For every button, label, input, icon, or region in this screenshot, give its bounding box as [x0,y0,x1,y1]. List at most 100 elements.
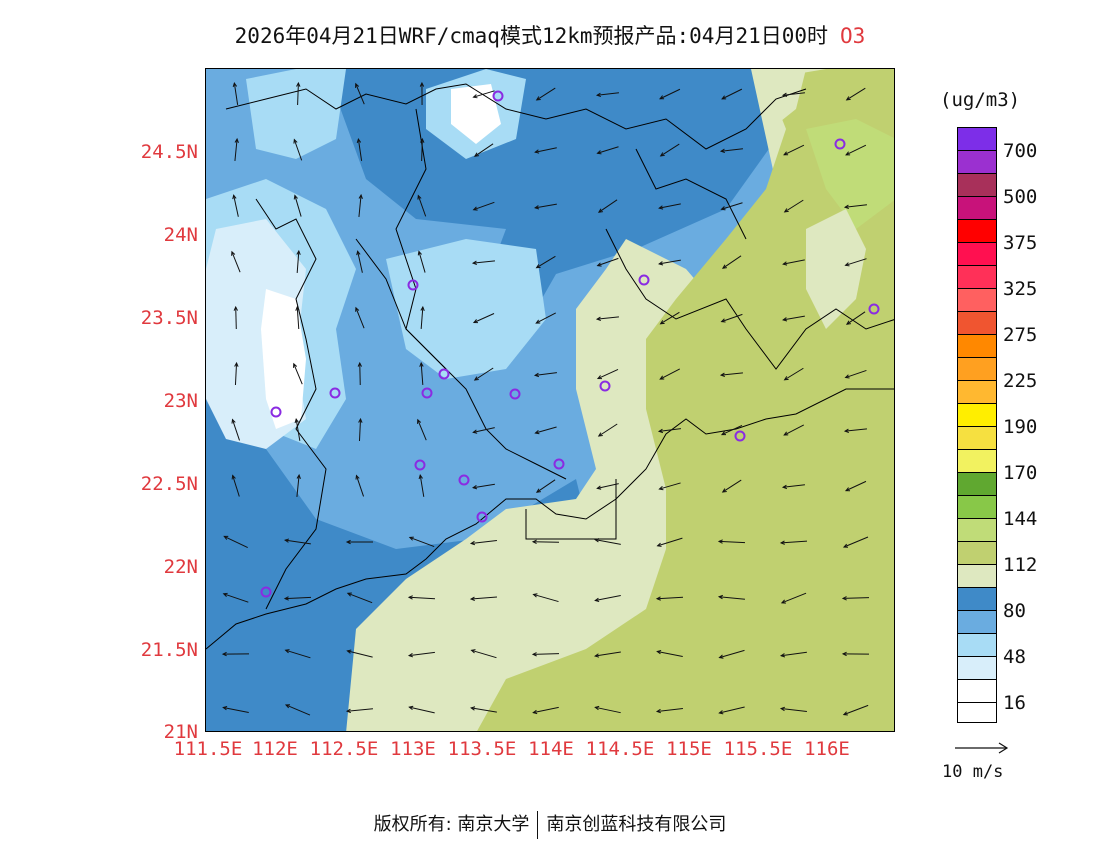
boundary-east-2 [635,148,747,240]
pollutant-label: O3 [840,24,866,48]
monitoring-station-marker[interactable] [553,458,565,470]
wind-arrow [296,249,301,274]
lon-tick-label: 113.5E [447,738,517,760]
monitoring-station-marker[interactable] [476,511,488,523]
wind-arrow [719,148,743,154]
copyright-footer: 版权所有: 南京大学 南京创蓝科技有限公司 [0,810,1100,839]
monitoring-station-marker[interactable] [260,586,272,598]
reference-wind-arrow-icon [955,742,1009,754]
monitoring-station-marker[interactable] [638,274,650,286]
wind-arrow [472,201,495,211]
field-bright-green [806,119,894,229]
wind-arrow [356,250,363,273]
field-light-blue-center [386,239,546,379]
legend-label: 80 [1003,600,1026,622]
wind-arrow [234,361,239,386]
legend-color-swatch [958,243,996,266]
wind-arrow [417,418,427,441]
monitoring-station-marker[interactable] [438,368,450,380]
wind-arrow [355,82,365,105]
monitoring-station-marker[interactable] [599,380,611,392]
wind-arrow [294,418,301,441]
wind-arrow [420,305,425,330]
legend-color-swatch [958,220,996,243]
wind-arrow [472,313,495,324]
wind-arrow [232,194,239,217]
wind-arrow [231,418,240,441]
monitoring-station-marker[interactable] [407,279,419,291]
wind-arrow [534,203,557,210]
wind-arrow [532,593,559,603]
monitoring-station-marker[interactable] [509,388,521,400]
monitoring-station-marker[interactable] [329,387,341,399]
wind-arrow [346,649,373,658]
monitoring-station-marker[interactable] [492,90,504,102]
wind-arrow [596,368,619,380]
lon-tick-label: 112.5E [309,738,379,760]
wind-arrow [293,138,303,161]
wind-arrow [231,474,240,497]
wind-arrow [721,479,742,493]
wind-arrow [408,536,435,548]
legend-color-swatch [958,680,996,703]
lat-tick-label: 24.5N [140,141,198,163]
copyright-left: 版权所有: 南京大学 [373,814,530,835]
wind-arrow [779,651,807,658]
monitoring-station-marker[interactable] [868,303,880,315]
legend-color-swatch [958,151,996,174]
legend-color-swatch [958,473,996,496]
wind-arrow [659,88,681,100]
monitoring-station-marker[interactable] [421,387,433,399]
legend-color-swatch [958,197,996,220]
legend-label: 16 [1003,692,1026,714]
wind-arrow [293,194,302,217]
legend-color-swatch [958,335,996,358]
wind-arrow [222,592,249,603]
monitoring-station-marker[interactable] [834,138,846,150]
legend-color-swatch [958,450,996,473]
field-green [477,69,894,731]
wind-arrow [470,706,497,713]
lat-tick-label: 23.5N [140,307,198,329]
monitoring-station-marker[interactable] [270,406,282,418]
legend-color-swatch [958,381,996,404]
boundary-east [605,228,894,370]
wind-arrow [783,199,804,213]
wind-arrow [296,81,301,106]
wind-arrow [408,705,435,714]
legend-color-swatch [958,588,996,611]
wind-arrow [841,596,870,601]
wind-arrow [533,372,557,378]
wind-arrow [657,428,681,434]
wind-arrow [469,596,497,601]
legend-color-swatch [958,542,996,565]
wind-arrow [779,540,808,545]
legend-label: 500 [1003,186,1038,208]
wind-arrow [594,705,621,714]
wind-arrow [419,81,425,106]
legend-label: 170 [1003,462,1038,484]
wind-arrow [718,649,745,659]
legend-label: 225 [1003,370,1038,392]
wind-arrow [655,708,683,714]
wind-arrow [284,704,311,716]
wind-arrow [419,361,424,386]
wind-arrow [719,372,743,377]
wind-arrow [358,417,363,442]
wind-arrow [845,311,866,325]
map-panel[interactable] [205,68,895,732]
wind-arrow [223,535,248,549]
wind-arrow [222,706,249,713]
wind-arrow [355,474,365,497]
wind-arrow [473,367,494,381]
wind-arrow [417,194,427,217]
monitoring-station-marker[interactable] [734,430,746,442]
wind-arrow [418,474,425,497]
wind-arrow [596,257,619,267]
wind-arrow [779,706,807,712]
monitoring-station-marker[interactable] [414,459,426,471]
field-pale-green-north [761,69,806,129]
monitoring-station-marker[interactable] [458,474,470,486]
legend-label: 375 [1003,232,1038,254]
lat-tick-label: 22.5N [140,473,198,495]
